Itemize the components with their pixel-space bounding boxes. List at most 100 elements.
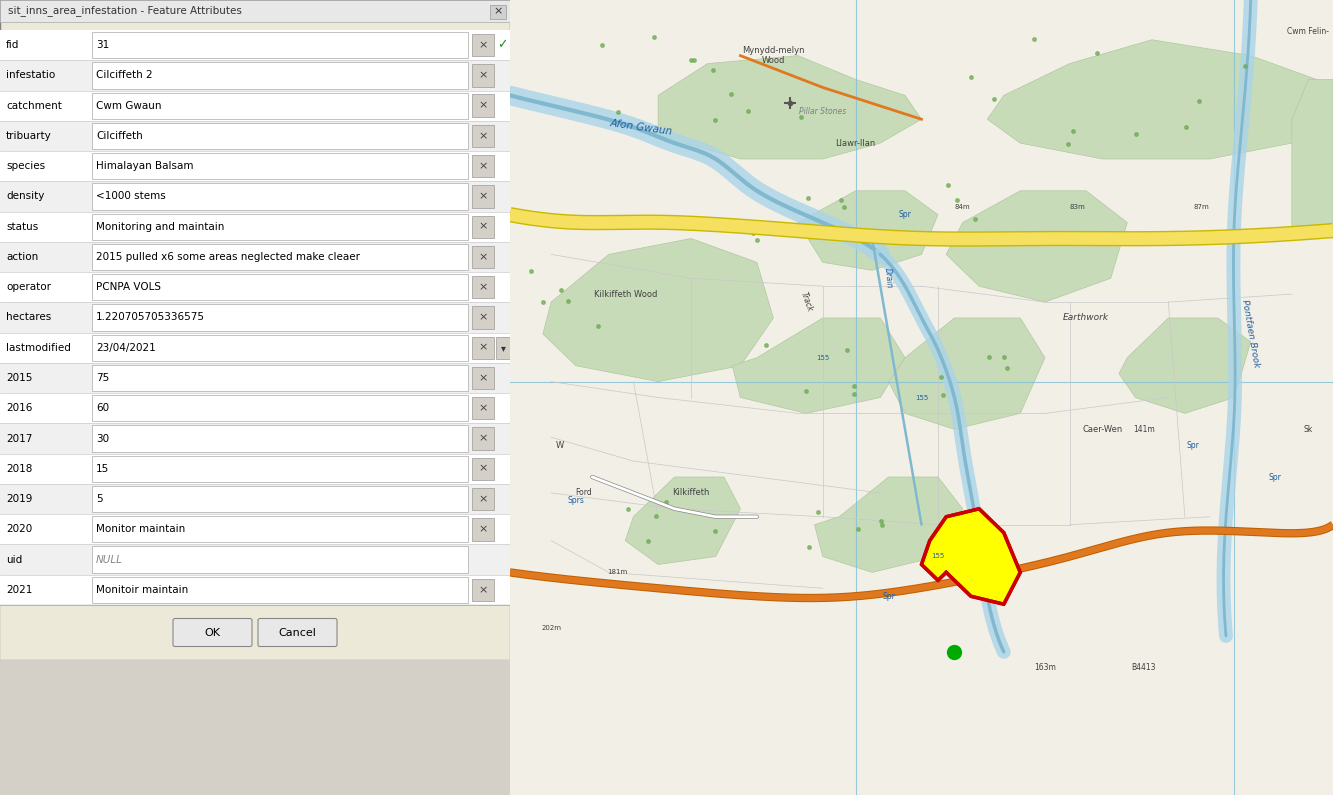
Bar <box>92 184 468 210</box>
Polygon shape <box>814 477 962 572</box>
Bar <box>92 486 468 512</box>
Text: ×: × <box>493 6 503 16</box>
Text: tribuarty: tribuarty <box>7 131 52 141</box>
Text: Spr: Spr <box>1269 472 1282 482</box>
FancyBboxPatch shape <box>173 619 252 646</box>
Bar <box>92 576 468 603</box>
Text: ×: × <box>479 101 488 111</box>
Text: 60: 60 <box>96 403 109 413</box>
Polygon shape <box>889 318 1045 429</box>
Text: ×: × <box>479 403 488 413</box>
Text: Himalayan Balsam: Himalayan Balsam <box>96 161 193 171</box>
Bar <box>92 214 468 240</box>
Text: Track: Track <box>798 291 814 313</box>
Text: ×: × <box>479 252 488 262</box>
Bar <box>0 454 511 484</box>
Text: ✓: ✓ <box>497 39 508 52</box>
Bar <box>472 246 495 268</box>
Text: Llawr-llan: Llawr-llan <box>836 138 876 148</box>
Bar <box>0 151 511 181</box>
Text: 15: 15 <box>96 463 109 474</box>
Text: species: species <box>7 161 45 171</box>
Text: 2016: 2016 <box>7 403 32 413</box>
Text: ×: × <box>479 463 488 474</box>
Text: ×: × <box>479 131 488 141</box>
Text: OK: OK <box>204 627 220 638</box>
Bar <box>0 575 511 605</box>
Polygon shape <box>732 318 905 413</box>
Text: 155: 155 <box>816 355 829 361</box>
Bar <box>92 304 468 331</box>
Text: fid: fid <box>7 40 20 50</box>
Bar <box>0 484 511 514</box>
Text: 84m: 84m <box>954 204 970 210</box>
Bar <box>92 395 468 421</box>
Text: 2020: 2020 <box>7 525 32 534</box>
Bar <box>472 428 495 450</box>
Text: sit_inns_area_infestation - Feature Attributes: sit_inns_area_infestation - Feature Attr… <box>8 6 241 17</box>
Text: 163m: 163m <box>1034 663 1056 673</box>
Bar <box>92 456 468 482</box>
Text: Sprs: Sprs <box>568 496 584 506</box>
Text: 1.220705705336575: 1.220705705336575 <box>96 312 205 323</box>
Text: 155: 155 <box>932 553 945 560</box>
Text: Earthwork: Earthwork <box>1062 313 1109 323</box>
Text: uid: uid <box>7 555 23 564</box>
Bar <box>92 425 468 452</box>
Text: 141m: 141m <box>1133 425 1154 434</box>
Bar <box>472 276 495 298</box>
Bar <box>472 34 495 56</box>
Text: Pontfaen Brook: Pontfaen Brook <box>1240 299 1261 369</box>
Bar <box>496 336 511 359</box>
Bar <box>0 242 511 272</box>
Text: Pillar Stones: Pillar Stones <box>798 107 846 116</box>
Text: 2015: 2015 <box>7 373 32 383</box>
Bar <box>92 516 468 542</box>
Bar <box>92 62 468 88</box>
Bar <box>472 155 495 177</box>
Bar <box>0 0 511 22</box>
Text: ×: × <box>479 343 488 353</box>
Polygon shape <box>1292 80 1333 238</box>
Text: action: action <box>7 252 39 262</box>
Bar <box>0 424 511 454</box>
Bar <box>0 91 511 121</box>
Text: 202m: 202m <box>541 625 561 631</box>
Text: ×: × <box>479 192 488 201</box>
Text: 2021: 2021 <box>7 585 32 595</box>
Text: density: density <box>7 192 44 201</box>
Text: lastmodified: lastmodified <box>7 343 71 353</box>
Text: Cilciffeth: Cilciffeth <box>96 131 143 141</box>
Bar <box>0 363 511 394</box>
Bar <box>472 366 495 390</box>
Text: 2018: 2018 <box>7 463 32 474</box>
Text: 87m: 87m <box>1193 204 1209 210</box>
Polygon shape <box>798 191 938 270</box>
Bar <box>0 30 511 60</box>
Text: ×: × <box>479 585 488 595</box>
Text: infestatio: infestatio <box>7 71 55 80</box>
Text: Cilciffeth 2: Cilciffeth 2 <box>96 71 152 80</box>
Bar <box>472 398 495 420</box>
Text: 23/04/2021: 23/04/2021 <box>96 343 156 353</box>
Text: 83m: 83m <box>1070 204 1086 210</box>
Bar <box>0 545 511 575</box>
Bar <box>472 336 495 359</box>
Bar <box>472 518 495 541</box>
Text: 181m: 181m <box>607 569 627 576</box>
Text: W: W <box>556 440 564 450</box>
Bar <box>472 579 495 601</box>
Text: Monitoring and maintain: Monitoring and maintain <box>96 222 224 231</box>
Bar <box>0 302 511 332</box>
Polygon shape <box>543 238 773 382</box>
Bar <box>0 514 511 545</box>
Text: 155: 155 <box>914 394 928 401</box>
Bar <box>472 488 495 510</box>
Bar <box>472 64 495 87</box>
Text: ×: × <box>479 373 488 383</box>
Text: hectares: hectares <box>7 312 51 323</box>
Text: <1000 stems: <1000 stems <box>96 192 165 201</box>
Text: Mynydd-melyn
Wood: Mynydd-melyn Wood <box>742 46 805 65</box>
Text: Cwm Gwaun: Cwm Gwaun <box>96 101 161 111</box>
Text: 31: 31 <box>96 40 109 50</box>
